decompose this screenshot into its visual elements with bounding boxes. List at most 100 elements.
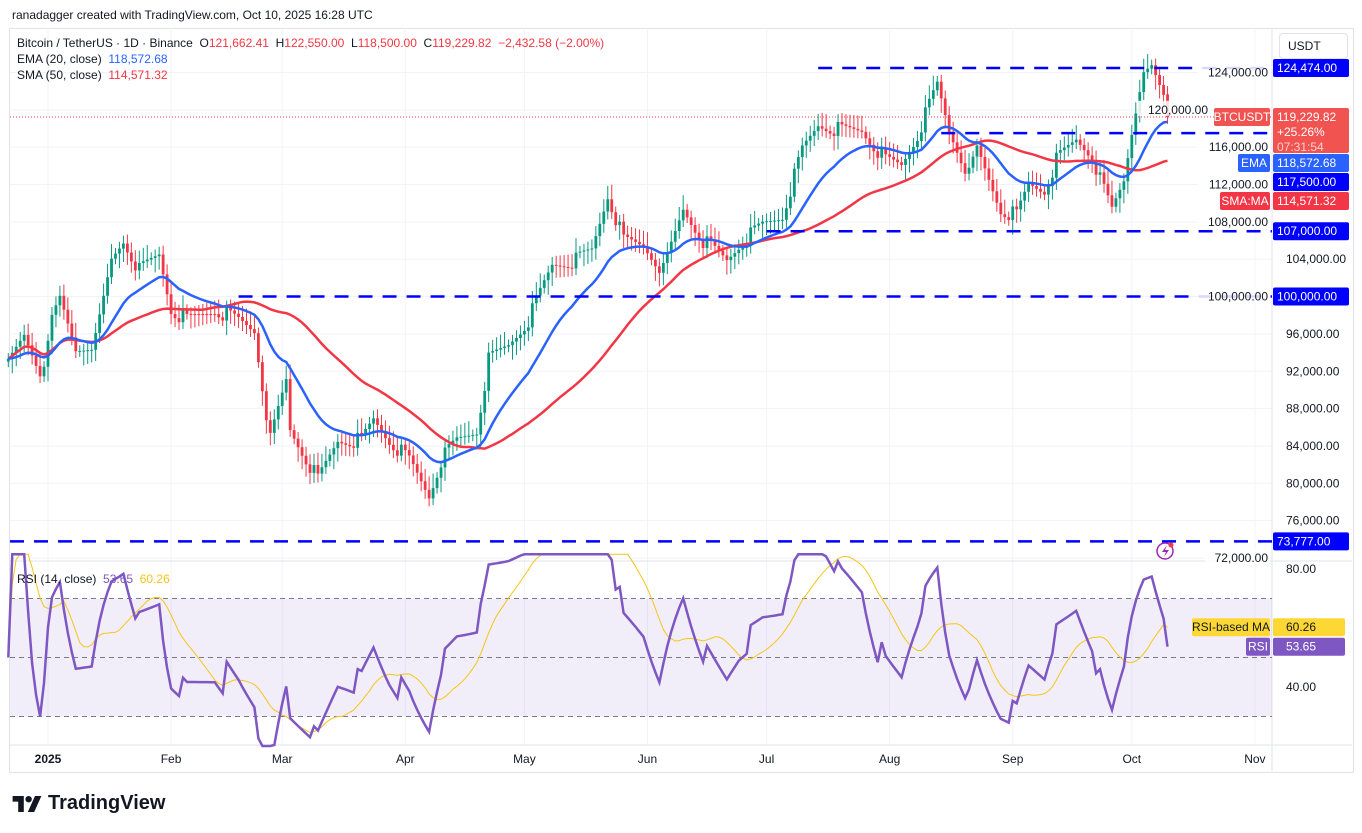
candle	[102, 283, 105, 324]
candle-body	[1043, 191, 1046, 195]
level-price-tag-text: 107,000.00	[1277, 224, 1337, 238]
price-tick-label: 92,000.00	[1286, 364, 1340, 378]
candle-body	[308, 464, 312, 473]
candle-body	[253, 329, 256, 334]
candle-body	[439, 467, 443, 478]
last-price-tag-bg	[1273, 108, 1349, 154]
candle-body	[34, 355, 38, 366]
candle	[554, 255, 558, 278]
high-value: 122,550.00	[284, 36, 345, 50]
candle	[737, 239, 741, 265]
candle-body	[471, 435, 475, 437]
candle	[888, 141, 892, 166]
chart-credit: ranadagger created with TradingView.com,…	[12, 8, 373, 22]
candle-body	[443, 447, 447, 468]
price-tick-label: 76,000.00	[1286, 514, 1340, 528]
candle-body	[701, 240, 705, 249]
ema-side-tag-bg	[1238, 154, 1270, 173]
candle-body	[1058, 150, 1062, 153]
candle	[566, 254, 570, 277]
candle	[781, 207, 784, 230]
candle	[860, 115, 864, 139]
candle	[1126, 149, 1130, 194]
candle-body	[1023, 191, 1027, 201]
candle-body	[912, 146, 915, 153]
candle-body	[741, 247, 745, 250]
candle-body	[753, 225, 757, 228]
candle	[971, 150, 975, 174]
candle	[511, 334, 514, 360]
candle	[435, 472, 439, 494]
close-value: 119,229.82	[432, 36, 492, 50]
candle	[1027, 171, 1030, 202]
level-price-tag: 100,000.00	[1273, 287, 1349, 306]
candle-body	[1098, 172, 1102, 175]
candle	[395, 435, 399, 463]
candle	[376, 409, 379, 438]
candle-body	[570, 267, 574, 269]
candle-body	[260, 362, 264, 392]
candle-body	[122, 243, 125, 249]
candle-body	[1122, 181, 1126, 190]
candle-body	[1062, 147, 1066, 151]
candle-body	[499, 348, 502, 350]
candle-body	[356, 432, 360, 448]
candle-body	[455, 437, 459, 441]
ema-price-tag-text: 118,572.68	[1277, 156, 1336, 170]
candle	[249, 311, 252, 337]
candle	[110, 244, 113, 284]
candle	[284, 365, 288, 401]
currency-button[interactable]: USDT	[1279, 33, 1348, 59]
candle-body	[558, 265, 562, 267]
candle	[356, 419, 360, 456]
candle	[503, 332, 506, 355]
candle	[836, 114, 840, 150]
price-tick-label: 88,000.00	[1286, 402, 1340, 416]
price-tick-label-bg	[1138, 100, 1210, 116]
candle	[157, 246, 161, 270]
candle-body	[66, 309, 70, 324]
candle-body	[947, 115, 951, 132]
candle	[1047, 179, 1050, 210]
time-tick-label: Sep	[1002, 752, 1024, 766]
candle-body	[233, 310, 236, 314]
level-price-tag-text: 117,500.00	[1277, 175, 1336, 189]
candle-body	[507, 345, 510, 347]
candle-body	[630, 236, 633, 240]
candle-body	[943, 98, 947, 116]
symbol-side-tag: BTCUSDT	[1214, 110, 1271, 124]
candle-body	[74, 337, 78, 352]
candle	[328, 448, 332, 467]
candle-body	[407, 450, 411, 456]
candle	[785, 194, 788, 228]
tradingview-logo: TradingView	[12, 792, 165, 815]
candle-body	[685, 209, 689, 218]
candle	[626, 225, 630, 250]
candle-body	[880, 147, 884, 158]
price-tick-label-bg	[1198, 138, 1270, 154]
candle-body	[459, 436, 463, 438]
candle	[185, 304, 189, 320]
candle	[1122, 173, 1126, 204]
candle	[201, 303, 205, 326]
candle	[50, 307, 54, 355]
candle	[550, 256, 554, 286]
candle-body	[395, 450, 399, 456]
candle-body	[681, 209, 685, 221]
candle-body	[618, 221, 622, 226]
candle-body	[987, 168, 991, 180]
candle-body	[761, 221, 764, 224]
candle	[939, 74, 943, 113]
candle-body	[665, 252, 669, 263]
last-price-tag-text: 07:31:54	[1277, 140, 1324, 154]
candle	[332, 441, 336, 470]
candle	[78, 345, 82, 357]
candle-body	[209, 314, 213, 316]
candle-body	[1054, 152, 1058, 178]
candle	[106, 263, 109, 304]
candle-body	[451, 440, 455, 445]
candle	[1094, 150, 1098, 186]
time-tick-label: Mar	[272, 752, 293, 766]
candle-body	[777, 220, 780, 222]
